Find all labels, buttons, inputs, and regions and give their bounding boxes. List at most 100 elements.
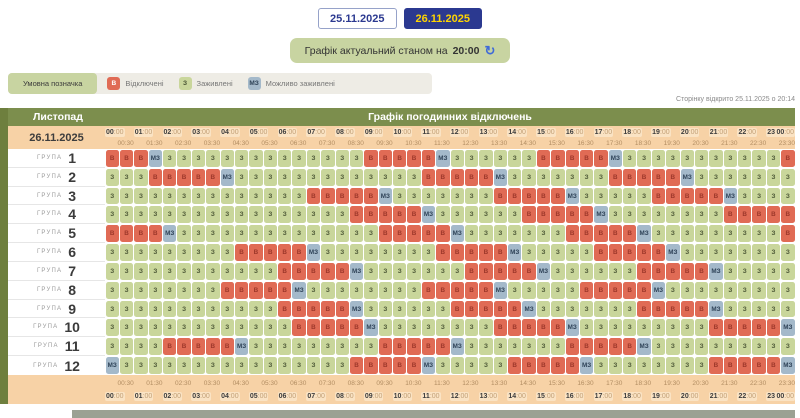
schedule-cell: З (306, 225, 321, 243)
schedule-cell: В (738, 206, 752, 224)
schedule-cell: З (766, 168, 781, 186)
half-hour-label: 10:30 (405, 139, 422, 147)
schedule-cell: З (522, 244, 536, 261)
schedule-cell: З (134, 357, 148, 374)
schedule-cell: З (134, 206, 148, 224)
schedule-cell: В (393, 225, 407, 243)
schedule-cell: З (694, 319, 709, 337)
refresh-icon[interactable]: ↻ (484, 43, 496, 58)
half-hour-label: 00:30 (117, 139, 134, 147)
schedule-cell: В (709, 187, 723, 205)
group-label: ГРУПА 7 (8, 262, 105, 281)
half-hour-label: 11:30 (433, 139, 450, 147)
schedule-cell: З (436, 319, 450, 337)
schedule-cell: З (105, 187, 119, 205)
month-label: Листопад (33, 111, 83, 123)
schedule-cell: В (335, 262, 349, 280)
schedule-cell: З (364, 300, 378, 318)
schedule-cell: З (393, 187, 407, 205)
schedule-cell: В (335, 300, 349, 318)
schedule-cell: В (623, 244, 637, 261)
schedule-cell: З (579, 244, 594, 261)
schedule-cell: З (263, 300, 277, 318)
schedule-cell: З (220, 206, 234, 224)
schedule-cell: З (464, 150, 479, 167)
schedule-cell: МЗ (709, 300, 723, 318)
tab-date-current[interactable]: 26.11.2025 (403, 8, 482, 29)
schedule-cell: З (709, 281, 723, 299)
hour-label: 03:00 (191, 391, 211, 401)
schedule-cell: З (134, 262, 148, 280)
half-hour-label: 13:30 (491, 139, 508, 147)
schedule-cell: В (493, 300, 507, 318)
schedule-cell: З (781, 338, 795, 356)
schedule-cell: В (177, 168, 191, 186)
schedule-cell: З (206, 281, 220, 299)
schedule-cell: З (206, 187, 220, 205)
schedule-cell: В (594, 244, 608, 261)
schedule-cell: З (709, 206, 723, 224)
schedule-cell: З (450, 262, 464, 280)
hour-label: 05:00 (248, 391, 269, 401)
schedule-cell: З (536, 168, 551, 186)
schedule-cell: МЗ (163, 225, 177, 243)
schedule-cell: В (378, 150, 392, 167)
schedule-cell: В (278, 281, 292, 299)
schedule-cell: З (766, 281, 781, 299)
schedule-cell: З (148, 187, 162, 205)
group-label: ГРУПА 11 (8, 337, 105, 357)
status-pill: Графік актуальний станом на 20:00 ↻ (289, 38, 511, 63)
schedule-cell: З (306, 281, 321, 299)
schedule-cell: З (234, 168, 249, 186)
schedule-cell: МЗ (565, 187, 579, 205)
schedule-cell: З (508, 225, 522, 243)
schedule-cell: З (119, 281, 134, 299)
outage-schedule-table: Листопад Графік погодинних відключень 26… (8, 108, 795, 404)
tab-date-prev[interactable]: 25.11.2025 (318, 8, 397, 29)
schedule-cell: З (177, 357, 191, 374)
schedule-cell: З (436, 206, 450, 224)
schedule-cell: В (637, 168, 651, 186)
half-hour-label: 09:30 (376, 139, 393, 147)
schedule-cell: В (378, 206, 392, 224)
schedule-cell: З (191, 187, 206, 205)
schedule-cell: З (421, 262, 436, 280)
hour-label: 10:00 (392, 391, 413, 401)
group-number: 9 (68, 300, 77, 317)
schedule-cell: З (292, 168, 306, 186)
schedule-cell: З (105, 300, 119, 318)
schedule-cell: МЗ (709, 262, 723, 280)
schedule-cell: З (479, 150, 493, 167)
schedule-cell: З (292, 206, 306, 224)
schedule-cell: З (781, 262, 795, 280)
schedule-cell: В (464, 281, 479, 299)
hour-label: 12:00 (449, 391, 470, 401)
schedule-cell: В (565, 225, 579, 243)
half-hour-label: 06:30 (290, 379, 307, 387)
schedule-cell: В (206, 168, 220, 186)
schedule-cell: В (579, 338, 594, 356)
schedule-cell: В (321, 187, 335, 205)
schedule-cell: З (105, 262, 119, 280)
schedule-cell: З (738, 281, 752, 299)
half-hour-label: 07:30 (318, 379, 336, 387)
group-label: ГРУПА 4 (8, 205, 105, 225)
schedule-cell: З (148, 338, 162, 356)
schedule-cell: З (335, 281, 349, 299)
schedule-cell: В (694, 262, 709, 280)
schedule-cell: В (306, 187, 321, 205)
schedule-cell: З (694, 338, 709, 356)
legend-label: Відключені (125, 79, 164, 88)
schedule-cell: З (723, 281, 737, 299)
schedule-cell: З (752, 168, 766, 186)
page-footer-edge (72, 410, 795, 418)
schedule-cell: З (335, 244, 349, 261)
schedule-cell: В (637, 244, 651, 261)
schedule-cell: З (234, 319, 249, 337)
schedule-cell: В (709, 319, 723, 337)
group-word: ГРУПА (36, 211, 63, 218)
schedule-cell: З (234, 300, 249, 318)
group-number: 7 (68, 262, 77, 279)
schedule-cell: З (306, 357, 321, 374)
schedule-cell: З (234, 262, 249, 280)
